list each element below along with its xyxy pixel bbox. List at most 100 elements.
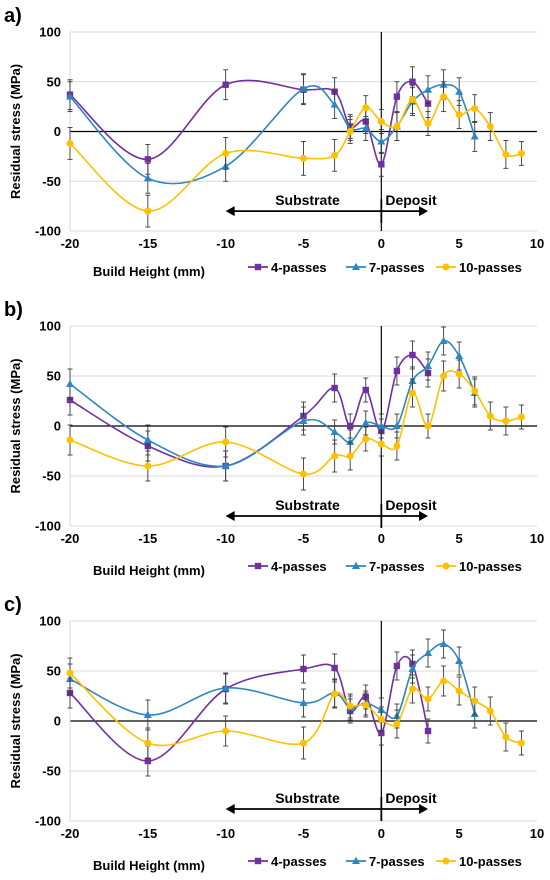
data-point [455,87,464,95]
panel-label: c) [4,594,22,616]
series-10-passes [66,657,525,760]
x-tick-label: -20 [61,531,80,546]
legend-entry-7-passes: 7-passes [346,559,425,574]
data-point [409,78,416,85]
series-10-passes [66,81,525,228]
data-point [222,727,230,735]
data-point [299,698,308,706]
data-point [331,690,339,698]
x-tick-label: -5 [298,826,310,841]
legend-label: 4-passes [271,559,327,574]
legend-marker [254,263,262,271]
data-point [408,664,417,672]
data-point [144,207,152,215]
legend-entry-7-passes: 7-passes [346,854,425,869]
y-tick-label: 100 [39,319,61,334]
data-point [362,701,370,709]
series-10-passes [66,359,525,491]
legend-marker [254,857,262,865]
data-point [440,93,448,101]
legend-entry-4-passes: 4-passes [248,559,327,574]
y-tick-label: 50 [47,664,61,679]
data-point [331,151,339,159]
data-point [455,370,463,378]
substrate-arrow-head [225,206,235,217]
y-tick-label: -50 [42,764,61,779]
data-point [455,111,463,119]
deposit-label: Deposit [385,192,437,208]
data-point [66,379,74,387]
data-point [346,452,354,460]
data-point [502,150,510,158]
y-tick-label: 50 [47,369,61,384]
x-tick-label: -20 [61,826,80,841]
legend-entry-4-passes: 4-passes [248,260,327,275]
x-tick-label: -10 [216,531,235,546]
x-tick-label: -5 [298,236,310,251]
substrate-arrow-head [225,804,235,814]
series-line-10-passes [69,370,522,475]
legend-entry-10-passes: 10-passes [436,559,522,574]
data-point [393,123,401,131]
substrate-label: Substrate [275,790,340,806]
legend-entry-10-passes: 10-passes [436,854,522,869]
data-point [377,715,385,723]
data-point [362,104,370,112]
x-tick-label: 5 [456,826,463,841]
data-point [393,442,401,450]
x-tick-label: -15 [138,531,157,546]
data-point [517,413,525,421]
data-point [361,418,370,426]
data-point [424,85,433,93]
legend-label: 10-passes [459,559,522,574]
x-tick-label: 0 [378,826,385,841]
data-point [362,386,369,394]
data-point [299,84,308,92]
data-point [424,120,432,128]
data-point [300,470,307,478]
data-point [377,118,385,126]
x-tick-label: 10 [530,531,544,546]
data-point [362,435,370,443]
legend-entry-10-passes: 10-passes [436,260,522,275]
data-point [221,683,230,691]
data-point [393,662,401,670]
series-line-4-passes [69,354,429,468]
data-point [144,156,152,163]
data-point [300,665,307,673]
data-point [346,702,354,710]
legend-label: 7-passes [369,854,425,869]
data-point [222,149,230,157]
data-point [143,435,152,443]
data-point [377,137,386,145]
legend-label: 7-passes [369,260,425,275]
data-point [408,685,416,693]
data-point [440,372,448,380]
data-point [299,416,308,424]
legend-label: 10-passes [459,260,522,275]
data-point [502,417,510,425]
data-point [393,93,401,100]
legend-marker [442,263,450,271]
legend-marker [254,562,262,570]
x-tick-label: -5 [298,531,310,546]
y-tick-label: -100 [35,814,61,829]
panel-label: a) [4,5,22,27]
legend-label: 4-passes [271,260,327,275]
data-point [331,384,338,392]
x-tick-label: 0 [378,531,385,546]
data-point [346,437,355,445]
legend-marker [352,262,360,270]
data-point [393,720,401,728]
data-point [408,389,416,397]
y-tick-label: 100 [39,25,61,40]
series-4-passes [66,340,432,482]
data-point [455,687,463,695]
y-tick-label: -50 [42,469,61,484]
data-point [66,92,74,100]
data-point [471,105,479,113]
data-point [331,664,338,672]
series-line-7-passes [69,340,476,468]
